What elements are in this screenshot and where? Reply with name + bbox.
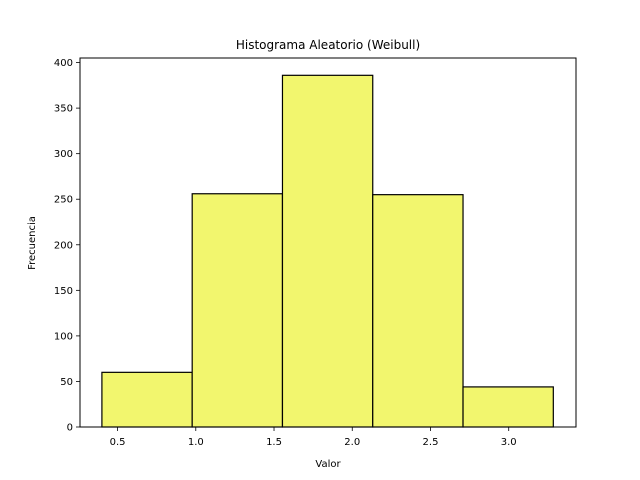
y-tick-label: 400 [54, 58, 73, 69]
histogram-bar [281, 74, 374, 428]
y-tick-label: 350 [54, 104, 73, 115]
x-tick-label: 2.0 [344, 437, 360, 448]
x-tick-label: 0.5 [110, 437, 126, 448]
y-axis: 0 50 100 150 200 250 300 350 400 [54, 58, 80, 434]
y-tick-label: 250 [54, 195, 73, 206]
y-tick-label: 300 [54, 149, 73, 160]
y-tick-label: 50 [60, 377, 73, 388]
histogram-bar [462, 386, 554, 428]
x-tick-label: 1.5 [266, 437, 282, 448]
x-tick-label: 3.0 [501, 437, 517, 448]
x-axis: 0.5 1.0 1.5 2.0 2.5 3.0 [110, 427, 517, 448]
y-tick-label: 200 [54, 240, 73, 251]
y-tick-label: 0 [67, 423, 73, 434]
bars-group [101, 74, 554, 428]
y-axis-title: Frecuencia [27, 216, 38, 270]
y-tick-label: 150 [54, 286, 73, 297]
chart-title: Histograma Aleatorio (Weibull) [236, 38, 420, 52]
x-tick-label: 1.0 [188, 437, 204, 448]
histogram-bar [101, 371, 193, 428]
y-tick-label: 100 [54, 331, 73, 342]
x-tick-label: 2.5 [423, 437, 439, 448]
histogram-bar [191, 193, 284, 428]
histogram-bar [372, 194, 464, 428]
x-axis-title: Valor [315, 459, 341, 470]
plot-frame [79, 57, 577, 428]
